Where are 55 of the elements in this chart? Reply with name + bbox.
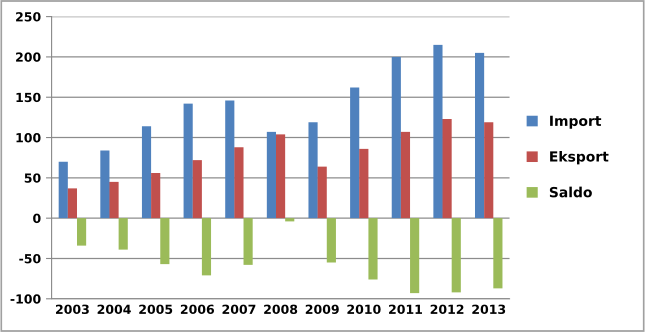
x-tick-label: 2003: [56, 304, 89, 314]
bar: [392, 56, 401, 218]
bar: [184, 104, 193, 218]
bar: [225, 100, 234, 218]
bar: [350, 88, 360, 218]
legend-label: Saldo: [550, 186, 592, 198]
bar: [452, 218, 461, 292]
bar: [410, 218, 420, 294]
y-tick-label: -50: [19, 254, 41, 264]
x-tick-label: 2004: [98, 304, 131, 314]
bar: [58, 162, 68, 218]
x-tick-label: 2011: [389, 304, 422, 314]
bar: [68, 188, 77, 218]
x-tick-label: 2013: [472, 304, 506, 314]
x-tick-label: 2005: [139, 304, 172, 314]
bar: [202, 218, 212, 276]
legend-label: Eksport: [550, 150, 608, 164]
bar: [318, 166, 327, 218]
bar: [276, 134, 286, 218]
bar: [442, 119, 452, 218]
bar: [493, 218, 502, 288]
bar: [76, 218, 86, 246]
y-tick-label: 200: [16, 52, 41, 62]
bar: [118, 218, 128, 250]
bar: [234, 147, 244, 218]
legend-label: Import: [550, 116, 602, 129]
bar: [308, 122, 318, 218]
y-tick-label: 150: [16, 92, 41, 102]
bar: [266, 132, 276, 218]
bar: [100, 150, 110, 218]
y-tick-label: 50: [24, 173, 41, 183]
bar: [326, 218, 336, 263]
bar: [433, 44, 443, 218]
x-tick-label: 2010: [347, 304, 381, 314]
y-tick-label: 250: [16, 12, 41, 22]
bar: [151, 173, 160, 218]
y-tick-label: 0: [33, 214, 41, 224]
bar: [244, 218, 253, 265]
x-tick-label: 2007: [222, 304, 256, 314]
bar: [160, 218, 170, 264]
x-tick-label: 2012: [430, 304, 464, 314]
bar: [400, 132, 410, 218]
y-tick-label: -100: [10, 294, 41, 304]
bar: [359, 148, 368, 218]
bar: [474, 52, 484, 218]
bar: [285, 218, 294, 222]
bar: [192, 160, 202, 218]
bar: [368, 218, 378, 280]
y-tick-label: 100: [16, 133, 41, 142]
x-tick-label: 2009: [306, 304, 339, 314]
x-tick-label: 2008: [264, 304, 298, 314]
bar: [109, 182, 119, 218]
bar: [142, 126, 152, 218]
bar: [484, 122, 494, 218]
x-tick-label: 2006: [180, 304, 214, 314]
